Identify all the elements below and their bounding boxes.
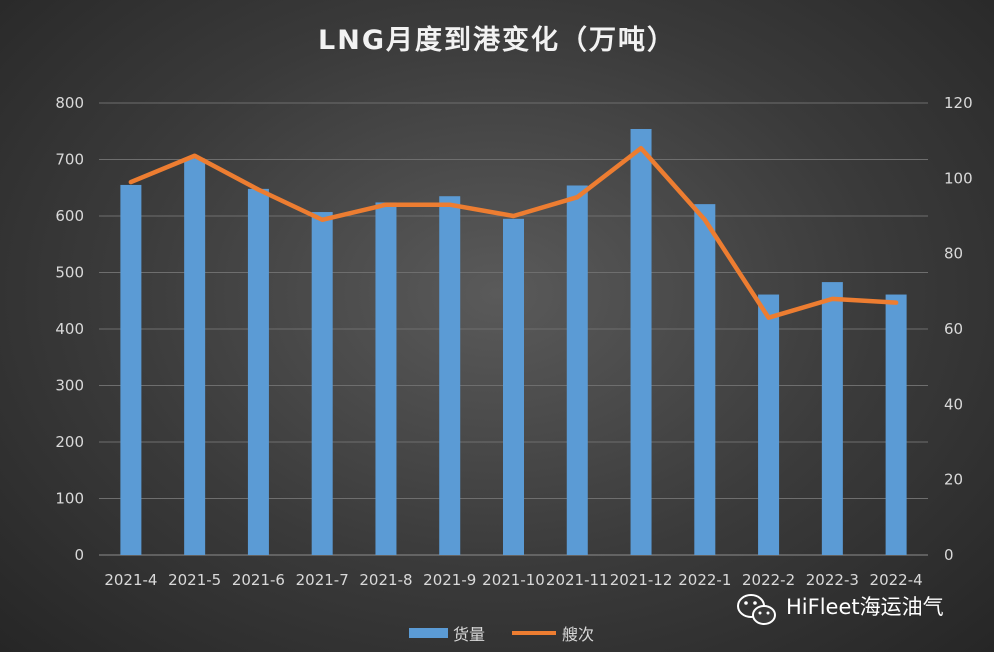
x-tick-label: 2021-8 — [359, 571, 412, 589]
line-point — [768, 317, 770, 319]
line-point — [704, 219, 706, 221]
line-point — [576, 196, 578, 198]
watermark-text: HiFleet海运油气 — [786, 595, 944, 619]
left-tick-label: 200 — [55, 433, 84, 451]
right-tick-label: 60 — [944, 320, 963, 338]
right-tick-label: 100 — [944, 169, 973, 187]
bar — [630, 128, 652, 556]
right-tick-label: 0 — [944, 546, 954, 564]
line-point — [640, 147, 642, 149]
left-tick-label: 100 — [55, 490, 84, 508]
bar — [503, 218, 524, 555]
x-tick-label: 2022-3 — [806, 571, 859, 589]
bar — [375, 202, 397, 555]
bar — [694, 204, 716, 555]
line-point — [831, 298, 833, 300]
right-tick-label: 80 — [944, 245, 963, 263]
bar — [439, 196, 461, 555]
chart-title: LNG月度到港变化（万吨） — [318, 24, 676, 56]
line-point — [385, 204, 387, 206]
x-tick-label: 2021-4 — [104, 571, 157, 589]
left-tick-label: 500 — [55, 264, 84, 282]
right-tick-label: 120 — [944, 94, 973, 112]
left-tick-label: 700 — [55, 151, 84, 169]
bar — [120, 184, 142, 556]
x-tick-label: 2021-5 — [168, 571, 221, 589]
left-tick-label: 0 — [74, 546, 84, 564]
wechat-icon — [737, 594, 776, 625]
left-tick-label: 300 — [55, 377, 84, 395]
x-tick-label: 2022-1 — [678, 571, 731, 589]
line-point — [321, 219, 323, 221]
x-tick-label: 2021-9 — [423, 571, 476, 589]
left-tick-label: 400 — [55, 320, 84, 338]
bar — [885, 294, 907, 555]
x-tick-label: 2021-12 — [610, 571, 673, 589]
watermark: HiFleet海运油气 — [737, 594, 944, 625]
bar — [758, 294, 780, 555]
x-tick-label: 2021-6 — [232, 571, 285, 589]
line-point — [513, 215, 514, 217]
right-tick-label: 20 — [944, 471, 963, 489]
legend: 货量 艘次 — [409, 625, 594, 644]
line-point — [257, 189, 259, 191]
left-axis-ticks: 0 100 200 300 400 500 600 700 800 — [55, 94, 84, 564]
bar — [247, 188, 269, 555]
line-point — [895, 302, 897, 304]
x-axis-ticks: 2021-4 2021-5 2021-6 2021-7 2021-8 2021-9 2021… — [104, 571, 922, 589]
line-series-souci — [128, 145, 899, 320]
bar-series-huoliang — [120, 128, 907, 556]
right-tick-label: 40 — [944, 395, 963, 413]
x-tick-label: 2022-2 — [742, 571, 795, 589]
line-point — [194, 155, 196, 157]
x-tick-label: 2021-7 — [296, 571, 349, 589]
bar — [311, 212, 333, 556]
x-tick-label: 2021-11 — [546, 571, 609, 589]
legend-label-line: 艘次 — [562, 625, 594, 644]
x-tick-label: 2022-4 — [870, 571, 923, 589]
line-point — [130, 181, 132, 183]
right-axis-ticks: 0 20 40 60 80 100 120 — [944, 94, 973, 564]
bar — [566, 185, 588, 556]
line-point — [449, 204, 451, 206]
x-tick-label: 2021-10 — [482, 571, 545, 589]
bar — [184, 158, 206, 555]
legend-swatch-bar — [409, 628, 448, 638]
bar — [821, 282, 843, 555]
legend-label-bar: 货量 — [453, 625, 485, 644]
left-tick-label: 800 — [55, 94, 84, 112]
left-tick-label: 600 — [55, 207, 84, 225]
